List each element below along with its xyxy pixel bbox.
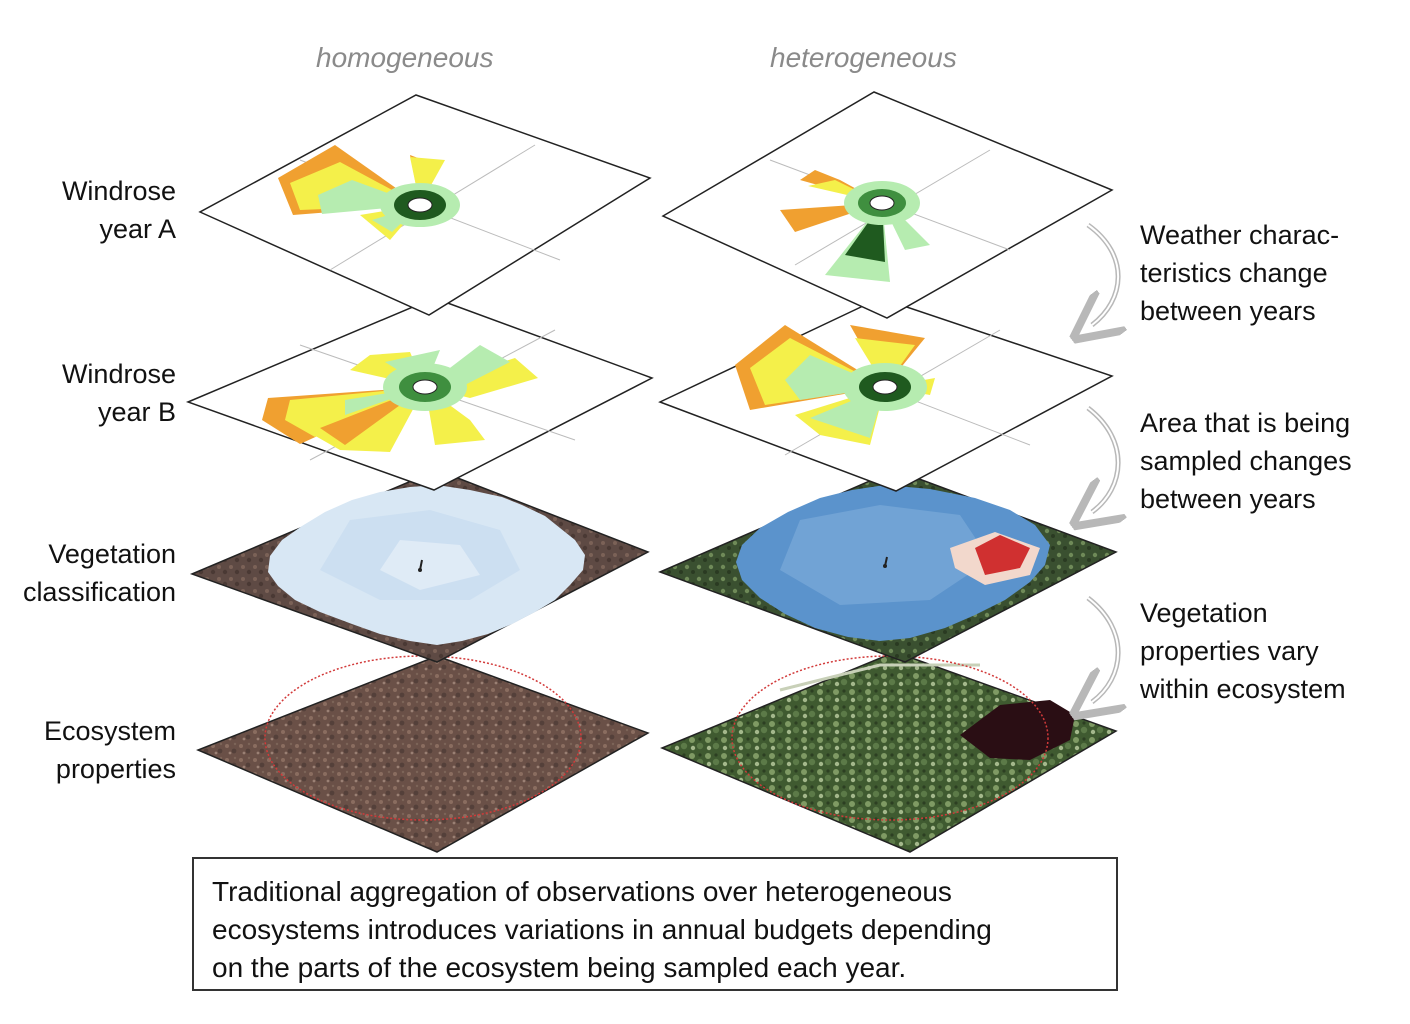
row-label-line: year B [97,397,176,427]
layer-windrose-a-homogeneous [198,94,652,316]
layer-windrose-b-heterogeneous [658,297,1114,492]
row-label-line: Vegetation [48,539,176,569]
layer-ecosystem-heterogeneous [660,651,1118,853]
rose-center-icon [869,195,895,211]
windrose-b-heter [735,325,935,445]
note-line: properties vary [1140,636,1319,666]
windrose-a-homog [278,145,460,240]
row-label-windrose-a: Windrose year A [62,172,176,248]
row-label-line: year A [99,214,176,244]
row-label-line: Windrose [61,176,176,206]
column-heading-homogeneous: homogeneous [316,42,494,73]
note-line: teristics change [1140,258,1328,288]
note-line: between years [1140,484,1316,514]
note-area: Area that is being sampled changes betwe… [1140,404,1352,518]
caption-line: ecosystems introduces variations in annu… [212,914,992,945]
curved-arrow-icon [1088,406,1118,512]
tower-icon [418,559,423,572]
note-line: Weather charac- [1140,220,1340,250]
windrose-b-homog [262,345,538,452]
layer-vegetation-heterogeneous [657,469,1118,663]
row-label-windrose-b: Windrose year B [62,355,176,431]
row-label-vegetation: Vegetation classification [23,535,176,611]
note-line: within ecosystem [1140,674,1346,704]
row-label-line: Ecosystem [43,716,176,746]
windrose-a-heter [780,170,930,282]
curved-arrow-icon [1088,596,1118,702]
caption-line: Traditional aggregation of observations … [212,876,952,907]
layer-windrose-b-homogeneous [185,297,654,491]
caption-line: on the parts of the ecosystem being samp… [212,952,907,983]
hotspot [975,535,1030,575]
row-label-line: Windrose [61,359,176,389]
row-label-line: classification [22,577,176,607]
rose-center-icon [872,379,898,395]
tower-icon [883,556,888,568]
footprint-circle [264,655,582,821]
row-label-ecosystem: Ecosystem properties [44,712,176,788]
note-line: sampled changes [1140,446,1352,476]
layer-vegetation-homogeneous [189,469,650,663]
footprint-circle [731,655,1049,821]
rose-center-icon [407,197,433,213]
layer-windrose-a-heterogeneous [661,91,1114,319]
row-label-line: properties [55,754,176,784]
note-line: between years [1140,296,1316,326]
dark-lake [960,700,1075,760]
note-line: Area that is being [1140,408,1351,438]
note-weather: Weather charac- teristics change between… [1140,216,1339,330]
note-line: Vegetation [1140,598,1268,628]
caption-box: Traditional aggregation of observations … [192,857,1118,991]
rose-center-icon [412,379,438,395]
column-heading-heterogeneous: heterogeneous [770,42,957,73]
note-vegetation: Vegetation properties vary within ecosys… [1140,594,1346,708]
layer-ecosystem-homogeneous [196,655,650,853]
curved-arrow-icon [1088,222,1118,325]
